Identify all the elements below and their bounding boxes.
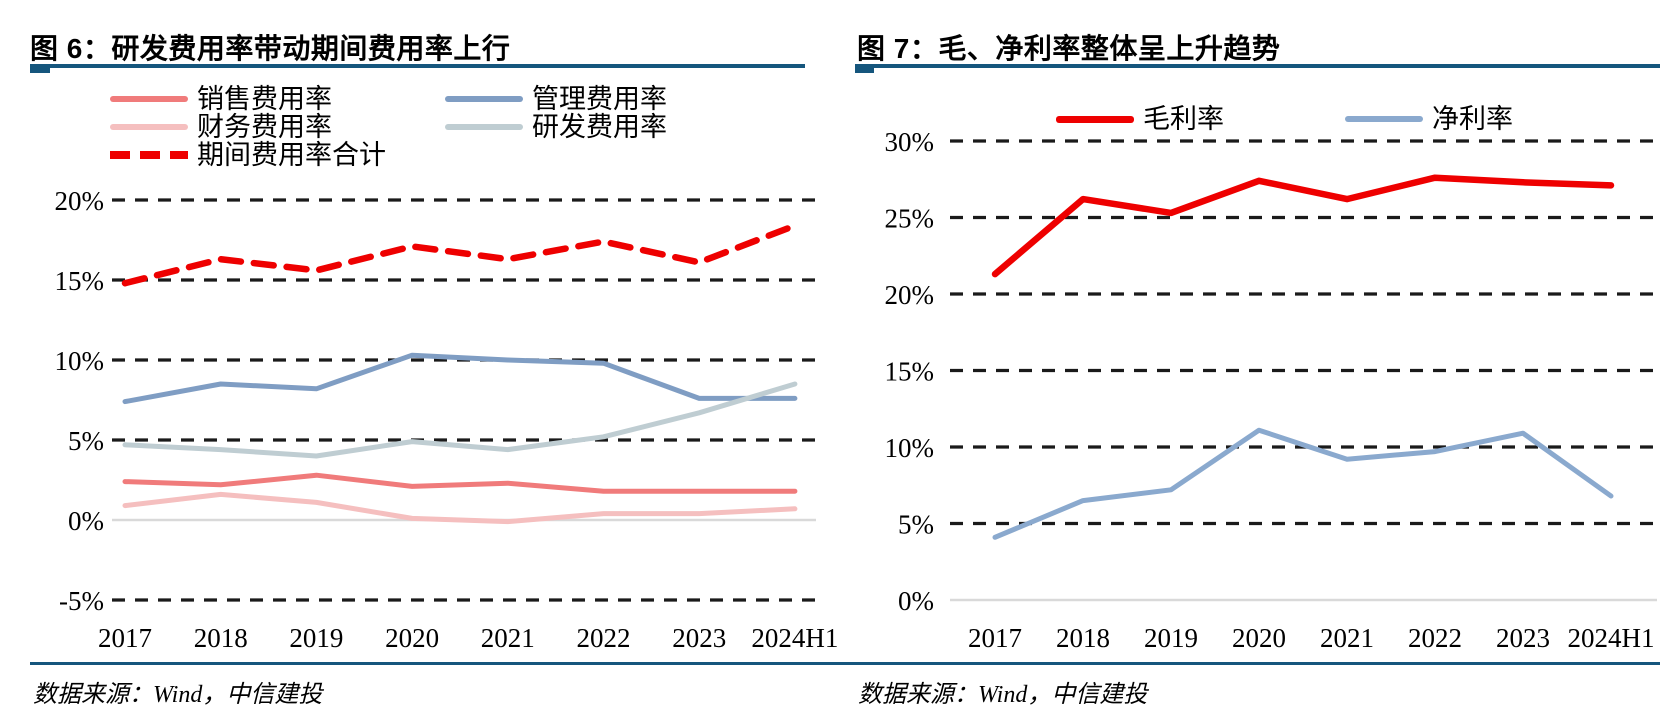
- legend-swatch-finance-expense-ratio: [110, 124, 188, 130]
- y-tick-label: 15%: [55, 266, 105, 296]
- x-tick-label: 2024H1: [751, 623, 838, 653]
- legend-item-management-expense-ratio: 管理费用率: [445, 84, 667, 114]
- legend-item-sales-expense-ratio: 销售费用率: [110, 84, 332, 114]
- series-line-management-expense-ratio: [122, 352, 798, 405]
- x-tick-label: 2017: [98, 623, 152, 653]
- legend-item-gross-margin: 毛利率: [1056, 104, 1224, 134]
- legend-swatch-gross-margin: [1056, 115, 1134, 123]
- legend-swatch-rnd-expense-ratio: [445, 124, 523, 130]
- legend-item-rnd-expense-ratio: 研发费用率: [445, 112, 667, 142]
- figure6-title: 图 6：研发费用率带动期间费用率上行: [30, 33, 511, 64]
- figure7-header-rule: [855, 64, 1660, 68]
- series-line-rnd-expense-ratio: [122, 381, 798, 459]
- legend-label: 毛利率: [1143, 104, 1224, 134]
- y-tick-label: 0%: [68, 506, 104, 536]
- figure6-header-rule-cap: [30, 64, 50, 73]
- legend-swatch-sales-expense-ratio: [110, 96, 188, 102]
- x-tick-label: 2018: [1056, 623, 1110, 653]
- legend-item-net-margin: 净利率: [1345, 104, 1513, 134]
- y-tick-label: 5%: [898, 510, 934, 540]
- figure7-header-rule-cap: [855, 64, 874, 73]
- y-tick-label: 20%: [885, 280, 935, 310]
- x-tick-label: 2017: [968, 623, 1022, 653]
- x-tick-label: 2018: [194, 623, 248, 653]
- y-tick-label: 5%: [68, 426, 104, 456]
- figure6-source: 数据来源：Wind，中信建投: [33, 682, 323, 708]
- series-line-gross-margin: [991, 174, 1615, 278]
- legend-item-total-period-expense-ratio: 期间费用率合计: [110, 140, 386, 170]
- y-tick-label: 15%: [885, 357, 935, 387]
- legend-label: 财务费用率: [197, 112, 332, 142]
- legend-label: 销售费用率: [197, 84, 332, 114]
- x-tick-label: 2020: [1232, 623, 1286, 653]
- y-tick-label: -5%: [59, 586, 104, 616]
- figure6-header-rule: [30, 64, 805, 68]
- x-tick-label: 2023: [1496, 623, 1550, 653]
- figure6-footer-rule: [30, 662, 835, 665]
- series-line-sales-expense-ratio: [122, 472, 798, 494]
- x-tick-label: 2019: [1144, 623, 1198, 653]
- legend-label: 期间费用率合计: [197, 140, 386, 170]
- x-tick-label: 2022: [577, 623, 631, 653]
- figure7-title: 图 7：毛、净利率整体呈上升趋势: [857, 33, 1281, 64]
- x-tick-label: 2021: [1320, 623, 1374, 653]
- legend-label: 研发费用率: [532, 112, 667, 142]
- series-line-finance-expense-ratio: [122, 491, 798, 525]
- x-tick-label: 2023: [672, 623, 726, 653]
- series-line-total-period-expense-ratio: [121, 222, 799, 287]
- legend-swatch-management-expense-ratio: [445, 96, 523, 102]
- x-tick-label: 2022: [1408, 623, 1462, 653]
- figure7-footer-rule: [835, 662, 1660, 665]
- y-tick-label: 20%: [55, 186, 105, 216]
- legend-label: 净利率: [1432, 104, 1513, 134]
- y-tick-label: 10%: [885, 433, 935, 463]
- x-tick-label: 2021: [481, 623, 535, 653]
- series-line-net-margin: [992, 427, 1614, 540]
- y-tick-label: 25%: [885, 204, 935, 234]
- y-tick-label: 0%: [898, 586, 934, 616]
- x-tick-label: 2020: [385, 623, 439, 653]
- y-tick-label: 30%: [885, 127, 935, 157]
- figure7-source: 数据来源：Wind，中信建投: [858, 682, 1148, 708]
- legend-item-finance-expense-ratio: 财务费用率: [110, 112, 332, 142]
- legend-swatch-net-margin: [1345, 116, 1423, 122]
- x-tick-label: 2024H1: [1568, 623, 1655, 653]
- legend-label: 管理费用率: [532, 84, 667, 114]
- y-tick-label: 10%: [55, 346, 105, 376]
- x-tick-label: 2019: [289, 623, 343, 653]
- legend-swatch-total-period-expense-ratio: [110, 151, 188, 159]
